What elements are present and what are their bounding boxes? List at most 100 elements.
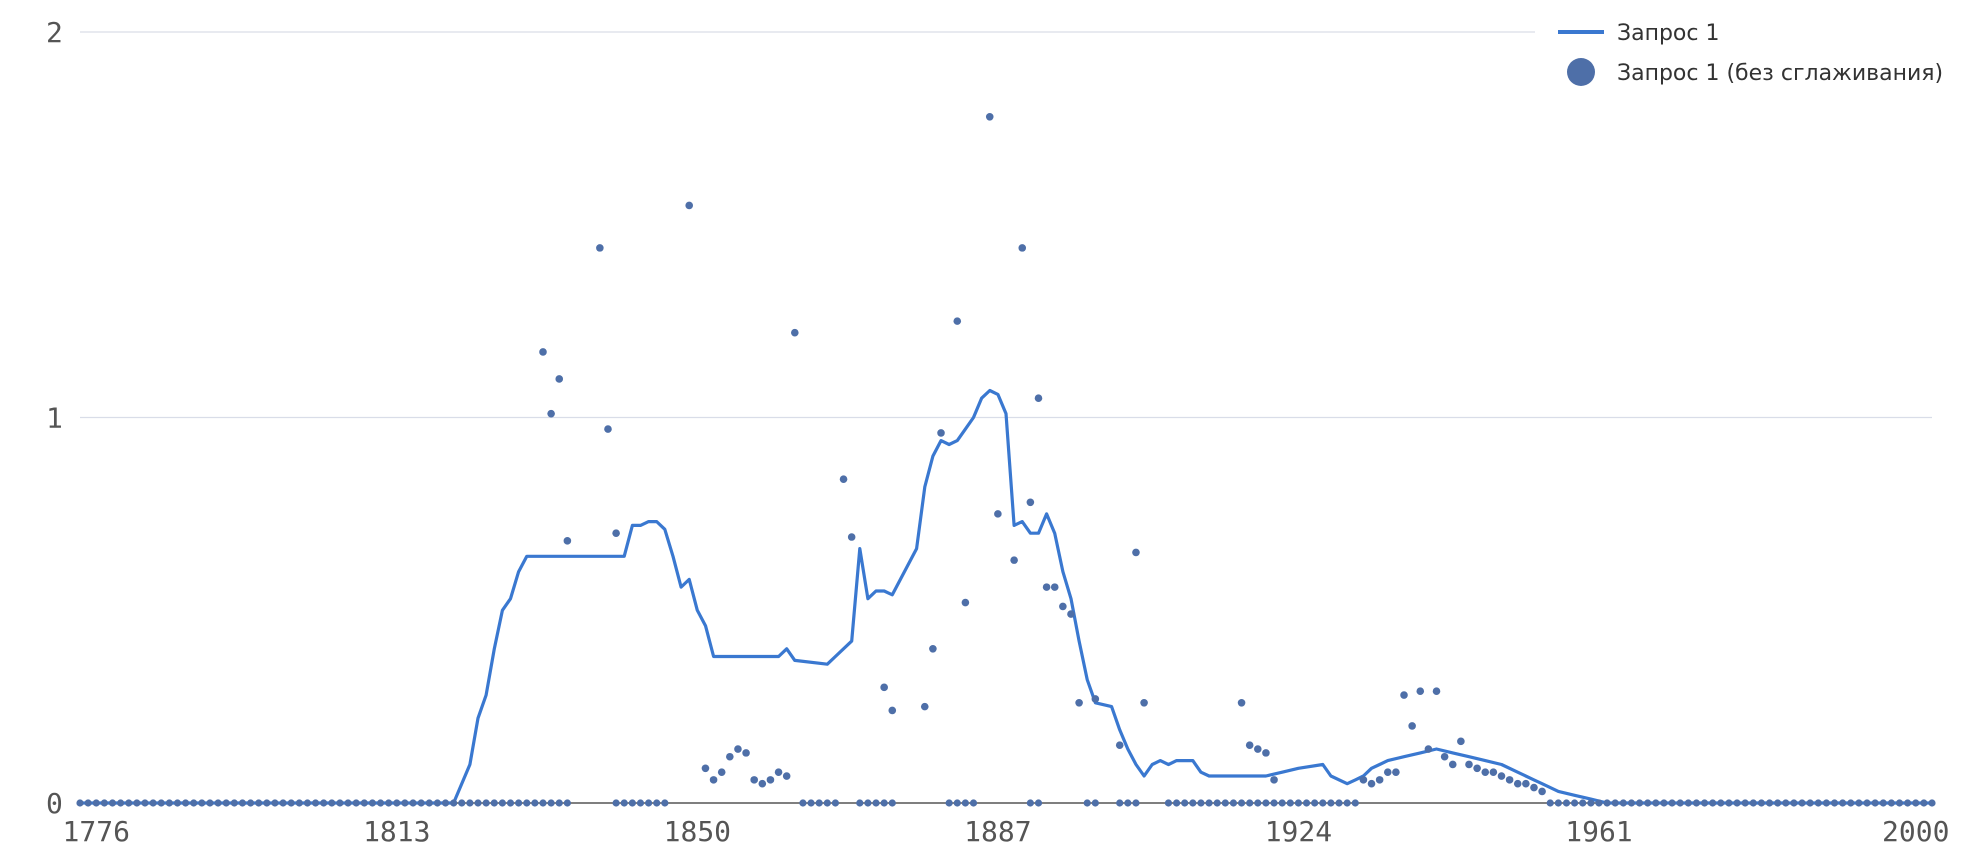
- data-point: [1254, 745, 1262, 753]
- data-point: [1367, 779, 1376, 788]
- x-axis-ticks: 1776 1813 1850 1887 1924 1961 2000: [63, 815, 1950, 848]
- data-point: [758, 779, 767, 788]
- data-point: [1010, 556, 1018, 564]
- data-point: [1684, 799, 1692, 807]
- data-point: [498, 799, 506, 807]
- data-point: [612, 529, 620, 537]
- data-point: [563, 537, 572, 545]
- data-point: [1830, 799, 1839, 807]
- data-point: [1733, 799, 1741, 807]
- data-point: [1497, 772, 1506, 780]
- data-point: [1513, 779, 1522, 788]
- data-point: [1644, 799, 1652, 807]
- data-point: [1887, 799, 1895, 807]
- data-point: [1603, 799, 1611, 807]
- data-point: [1579, 799, 1587, 807]
- data-point: [165, 799, 173, 807]
- data-point: [1782, 799, 1790, 807]
- data-point: [76, 799, 84, 807]
- data-point: [1457, 737, 1465, 746]
- data-point: [604, 425, 612, 433]
- data-point: [1660, 799, 1668, 807]
- data-point: [547, 409, 555, 418]
- series-line-zapros-1: [80, 388, 1932, 805]
- data-point: [1302, 799, 1311, 807]
- data-point: [173, 799, 182, 807]
- data-point: [1871, 799, 1879, 807]
- data-point: [255, 799, 263, 807]
- data-point: [1254, 799, 1262, 807]
- data-point: [1546, 799, 1554, 807]
- data-point: [1554, 799, 1562, 807]
- x-tick-label: 1924: [1265, 815, 1332, 848]
- data-point: [263, 799, 271, 807]
- data-point: [141, 799, 149, 807]
- x-tick-label: 1776: [63, 815, 130, 848]
- data-point: [1245, 741, 1254, 749]
- data-point: [864, 799, 872, 807]
- data-point: [1237, 799, 1246, 807]
- data-point: [1181, 799, 1189, 807]
- data-point: [1294, 799, 1303, 807]
- data-point: [1717, 799, 1725, 807]
- data-point: [726, 752, 734, 761]
- data-point: [1635, 799, 1644, 807]
- data-point: [644, 799, 653, 807]
- data-point: [425, 799, 433, 807]
- data-point: [352, 799, 360, 807]
- data-point: [709, 776, 718, 784]
- data-point: [531, 799, 539, 807]
- data-point: [515, 799, 523, 807]
- data-point: [880, 683, 888, 692]
- data-point: [596, 244, 604, 252]
- data-point: [368, 799, 377, 807]
- data-point: [1619, 799, 1627, 807]
- data-point: [222, 799, 230, 807]
- legend[interactable]: Запрос 1 Запрос 1 (без сглаживания): [1558, 21, 1943, 86]
- data-point: [1319, 799, 1327, 807]
- data-point: [1806, 799, 1814, 807]
- x-tick-label: 1813: [363, 815, 430, 848]
- data-point: [920, 702, 929, 711]
- data-point: [1026, 799, 1034, 807]
- data-point: [1814, 799, 1822, 807]
- data-point: [295, 799, 303, 807]
- data-point: [1221, 799, 1229, 807]
- data-point: [1668, 799, 1676, 807]
- data-point: [108, 799, 117, 807]
- data-point: [466, 799, 474, 807]
- data-point: [742, 749, 750, 757]
- data-point: [1034, 394, 1043, 403]
- data-point: [1270, 776, 1278, 784]
- data-point: [271, 799, 279, 807]
- y-axis-ticks: 0 1 2: [46, 16, 63, 820]
- data-point: [1197, 799, 1205, 807]
- data-point: [417, 799, 425, 807]
- data-point: [1611, 799, 1619, 807]
- data-point: [246, 799, 255, 807]
- data-point: [1375, 776, 1384, 784]
- data-point: [279, 799, 287, 807]
- data-point: [774, 768, 783, 776]
- data-point: [198, 799, 206, 807]
- data-point: [1928, 799, 1936, 807]
- data-point: [230, 799, 238, 807]
- data-point: [1392, 768, 1400, 776]
- data-point: [328, 799, 336, 807]
- data-point: [628, 799, 636, 807]
- data-point: [506, 799, 515, 807]
- data-point: [685, 201, 694, 210]
- data-point: [1335, 799, 1343, 807]
- data-point: [157, 799, 165, 807]
- data-point: [791, 328, 799, 337]
- data-point: [653, 799, 661, 807]
- data-point: [385, 799, 393, 807]
- legend-label-raw[interactable]: Запрос 1 (без сглаживания): [1617, 61, 1943, 86]
- data-point: [100, 799, 108, 807]
- data-point: [1790, 799, 1798, 807]
- data-point: [766, 776, 775, 784]
- legend-label-smoothed[interactable]: Запрос 1: [1617, 21, 1719, 46]
- data-point: [1465, 760, 1473, 769]
- data-point: [985, 113, 994, 121]
